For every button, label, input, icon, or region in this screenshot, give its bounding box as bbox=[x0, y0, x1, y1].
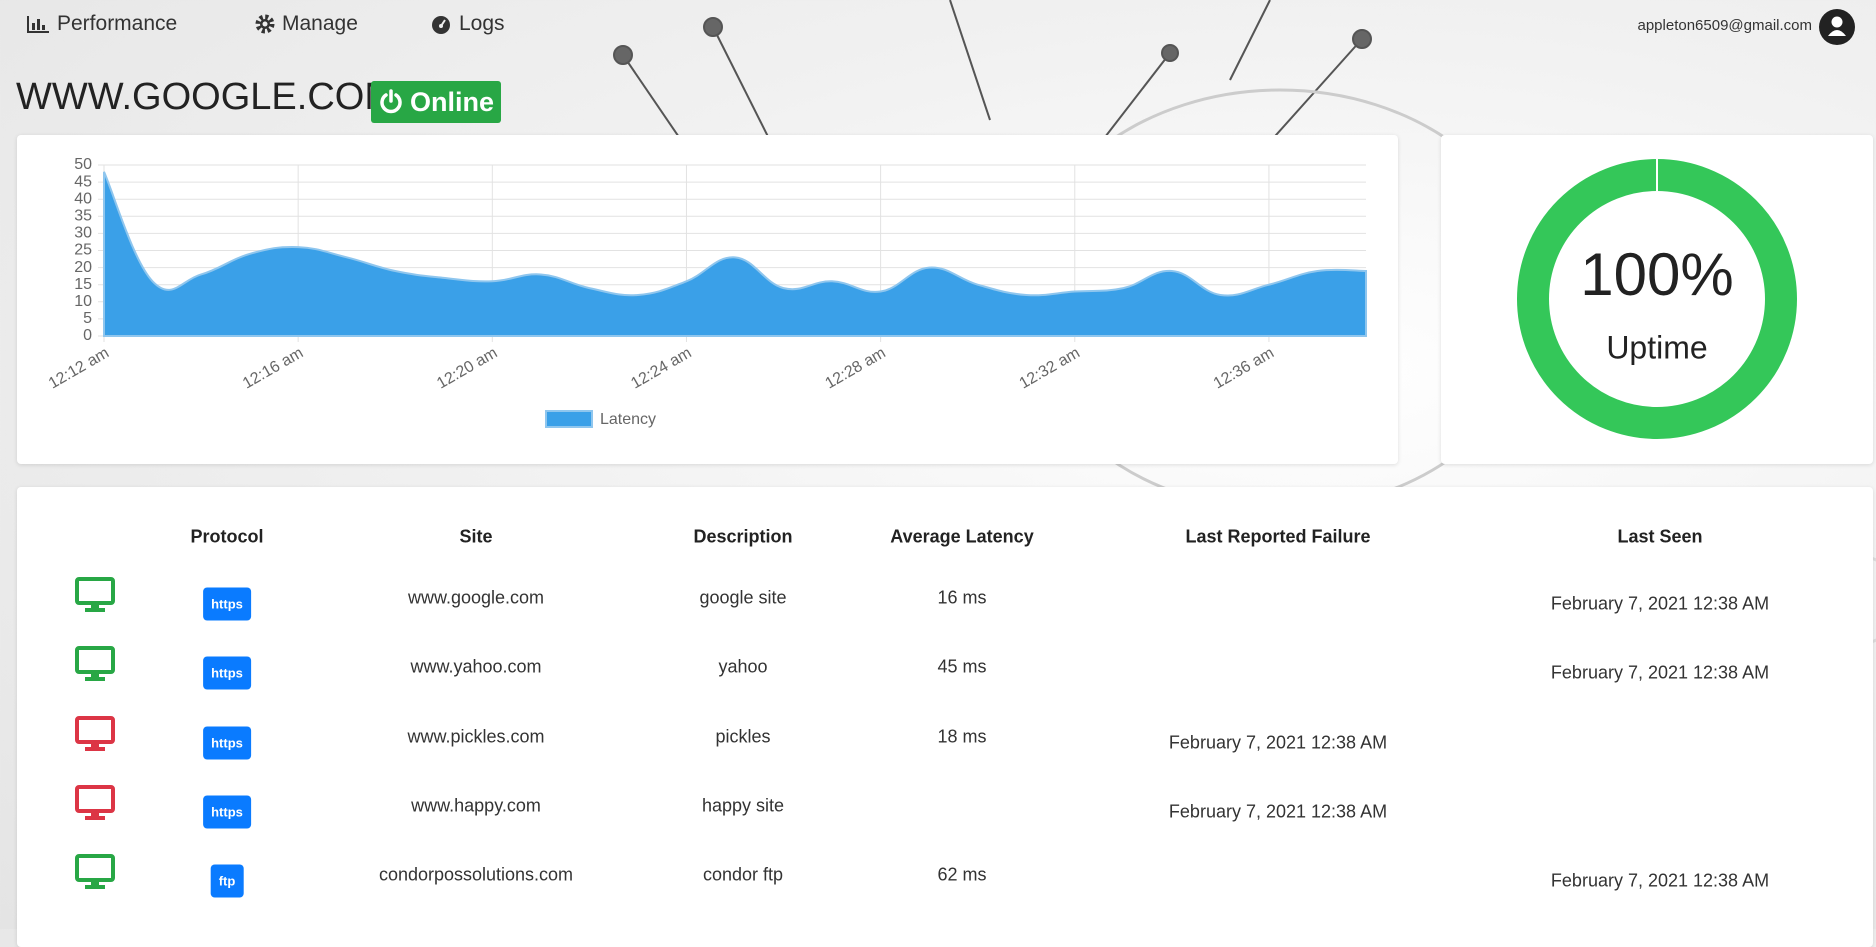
nav-label: Logs bbox=[459, 12, 505, 35]
icon-gear bbox=[255, 14, 275, 34]
uptime-value: 100% bbox=[1580, 241, 1733, 308]
table-cell: February 7, 2021 12:38 AM bbox=[1168, 732, 1388, 753]
monitor-base bbox=[85, 746, 105, 751]
status-icon bbox=[75, 784, 115, 820]
site-title: WWW.GOOGLE.COM bbox=[16, 76, 396, 118]
y-tick-label: 25 bbox=[74, 242, 92, 259]
uptime-caption: Uptime bbox=[1606, 329, 1707, 365]
y-tick-label: 0 bbox=[83, 327, 92, 344]
user-avatar[interactable] bbox=[1819, 9, 1855, 45]
table-cell: www.google.com bbox=[407, 587, 545, 608]
monitor-stand bbox=[91, 741, 99, 748]
x-tick-label: 12:32 am bbox=[1017, 344, 1083, 392]
table-cell: www.yahoo.com bbox=[410, 656, 542, 677]
icon-chart bbox=[27, 16, 49, 33]
y-tick-label: 10 bbox=[74, 293, 92, 310]
protocol-badge: https bbox=[203, 726, 251, 760]
legend-swatch bbox=[545, 410, 593, 428]
y-tick-label: 5 bbox=[83, 310, 92, 327]
y-tick-label: 20 bbox=[74, 259, 92, 276]
y-tick-label: 50 bbox=[74, 156, 92, 173]
table-cell: February 7, 2021 12:38 AM bbox=[1550, 662, 1770, 683]
table-cell: www.pickles.com bbox=[407, 726, 545, 747]
table-cell: www.happy.com bbox=[411, 795, 541, 816]
monitor-screen bbox=[75, 715, 115, 744]
y-tick-label: 30 bbox=[74, 225, 92, 242]
table-cell: February 7, 2021 12:38 AM bbox=[1168, 801, 1388, 822]
status-label: Online bbox=[409, 86, 494, 117]
monitor-base bbox=[85, 677, 105, 682]
monitor-stand bbox=[91, 672, 99, 679]
monitor-screen bbox=[75, 646, 115, 675]
latency-area bbox=[103, 171, 1367, 337]
table-cell: condorpossolutions.com bbox=[378, 864, 574, 885]
table-cell: February 7, 2021 12:38 AM bbox=[1550, 593, 1770, 614]
table-cell: 16 ms bbox=[937, 587, 987, 608]
y-tick-label: 15 bbox=[74, 276, 92, 293]
monitor-stand bbox=[91, 880, 99, 887]
x-tick-label: 12:12 am bbox=[46, 344, 112, 392]
column-header: Description bbox=[693, 526, 793, 547]
monitor-stand bbox=[91, 603, 99, 609]
status-badge: Online bbox=[371, 81, 501, 123]
column-header: Last Reported Failure bbox=[1185, 526, 1371, 547]
status-icon bbox=[75, 646, 115, 682]
table-cell: condor ftp bbox=[702, 864, 784, 885]
y-tick-label: 40 bbox=[74, 190, 92, 207]
monitor-screen bbox=[75, 577, 115, 605]
table-cell: yahoo bbox=[718, 656, 768, 677]
x-tick-label: 12:24 am bbox=[628, 344, 694, 392]
nav-label: Performance bbox=[57, 12, 178, 35]
table-cell: 18 ms bbox=[937, 726, 987, 747]
uptime-donut: 100% Uptime bbox=[1517, 159, 1797, 439]
legend-label: Latency bbox=[600, 411, 656, 428]
x-tick-label: 12:28 am bbox=[822, 344, 888, 392]
nav-manage[interactable]: Manage bbox=[255, 12, 358, 36]
y-tick-label: 35 bbox=[74, 208, 92, 225]
table-cell: February 7, 2021 12:38 AM bbox=[1550, 870, 1770, 891]
column-header: Protocol bbox=[190, 526, 264, 547]
nav-logs[interactable]: Logs bbox=[430, 12, 505, 36]
sites-table: Protocol Site Description Average Latency La… bbox=[17, 487, 1873, 947]
table-cell: 45 ms bbox=[937, 656, 987, 677]
icon-gauge bbox=[432, 16, 450, 34]
table-cell: google site bbox=[699, 587, 787, 608]
user-email[interactable]: appleton6509@gmail.com bbox=[1637, 17, 1813, 34]
y-tick-label: 45 bbox=[74, 173, 92, 190]
x-tick-label: 12:20 am bbox=[434, 344, 500, 392]
monitor-base bbox=[85, 885, 105, 890]
nav-performance[interactable]: Performance bbox=[26, 12, 177, 36]
protocol-badge: https bbox=[203, 795, 251, 829]
monitor-stand bbox=[91, 810, 99, 817]
monitor-screen bbox=[75, 854, 115, 883]
table-cell: happy site bbox=[701, 795, 785, 816]
nav-label: Manage bbox=[282, 12, 358, 35]
status-icon bbox=[75, 854, 115, 890]
protocol-badge: https bbox=[203, 587, 251, 621]
x-tick-label: 12:36 am bbox=[1211, 344, 1277, 392]
table-cell: 62 ms bbox=[937, 864, 987, 885]
table-cell: pickles bbox=[715, 726, 771, 747]
protocol-badge: https bbox=[203, 656, 251, 690]
column-header: Average Latency bbox=[890, 526, 1034, 547]
status-icon bbox=[75, 577, 115, 612]
protocol-badge: ftp bbox=[210, 864, 244, 898]
status-icon bbox=[75, 715, 115, 751]
icon-power bbox=[380, 89, 402, 114]
column-header: Site bbox=[459, 526, 493, 547]
monitor-screen bbox=[75, 784, 115, 813]
x-tick-label: 12:16 am bbox=[240, 344, 306, 392]
monitor-base bbox=[85, 815, 105, 820]
monitor-base bbox=[85, 608, 105, 612]
column-header: Last Seen bbox=[1617, 526, 1703, 547]
